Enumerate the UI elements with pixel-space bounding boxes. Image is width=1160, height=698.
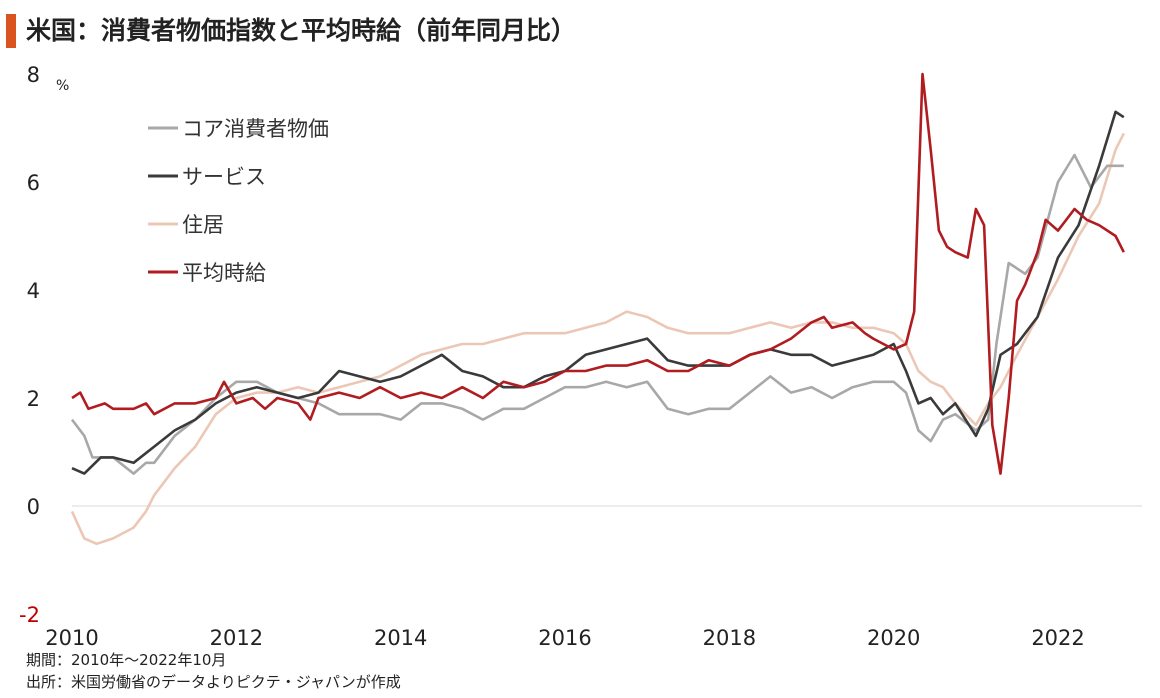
legend-label: サービス — [182, 165, 266, 189]
y-tick-label: 6 — [27, 171, 40, 195]
y-tick-label: 0 — [27, 495, 40, 519]
x-tick-label: 2014 — [374, 626, 427, 650]
y-axis-unit-label: % — [56, 78, 69, 94]
y-tick-label: 8 — [27, 63, 40, 87]
legend-label: 住居 — [182, 213, 224, 237]
period-note: 期間：2010年～2022年10月 — [26, 651, 227, 669]
y-tick-label: -2 — [19, 603, 40, 627]
y-tick-label: 2 — [27, 387, 40, 411]
series-line-2 — [70, 132, 1125, 546]
x-axis-ticks: 2010 2012 2014 2016 2018 2020 2022 — [45, 626, 1084, 650]
title-accent-bar — [6, 14, 16, 48]
x-tick-label: 2022 — [1031, 626, 1084, 650]
y-tick-label: 4 — [27, 279, 40, 303]
series-line-0 — [70, 153, 1124, 475]
x-tick-label: 2012 — [210, 626, 263, 650]
x-tick-label: 2016 — [538, 626, 591, 650]
y-axis-ticks: 8 6 4 2 0 -2 — [19, 63, 40, 627]
series-line-1 — [71, 110, 1125, 475]
series-layer — [70, 72, 1125, 546]
source-note: 出所：米国労働省のデータよりピクテ・ジャパンが作成 — [26, 673, 401, 691]
x-tick-label: 2018 — [703, 626, 756, 650]
x-tick-label: 2020 — [867, 626, 920, 650]
legend-label: コア消費者物価 — [182, 117, 329, 141]
x-tick-label: 2010 — [45, 626, 98, 650]
series-line-3 — [71, 72, 1125, 475]
legend-label: 平均時給 — [182, 261, 266, 285]
chart-title: 米国：消費者物価指数と平均時給（前年同月比） — [26, 16, 577, 45]
